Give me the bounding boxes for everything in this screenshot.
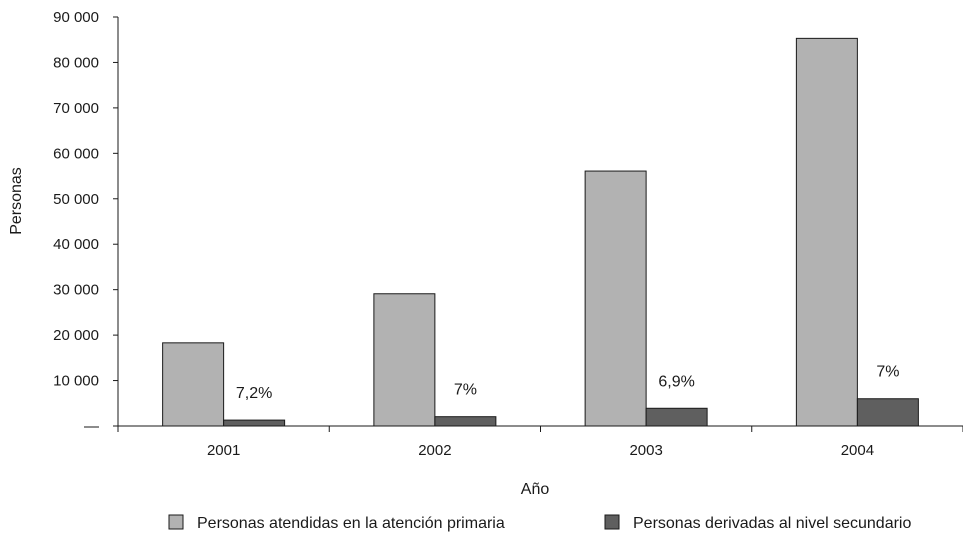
y-tick-label: 90 000 [53,9,99,26]
bar-primary [162,342,225,427]
legend: Personas atendidas en la atención primar… [168,514,911,532]
y-tick-label: 10 000 [53,373,99,390]
legend-item-primary: Personas atendidas en la atención primar… [168,514,505,532]
percent-label: 7% [454,382,477,399]
y-tick-label: 70 000 [53,100,99,117]
legend-label-secondary: Personas derivadas al nivel secundario [633,515,911,532]
y-ticks: — 10 000 20 000 30 000 40 000 50 000 60 000 70 … [53,9,118,435]
y-tick-label: 80 000 [53,54,99,71]
y-tick-label: — [84,418,99,435]
legend-swatch-primary [168,514,184,530]
bar-secondary [645,407,708,427]
x-ticks: 2001 2002 2003 2004 [117,426,963,459]
percent-label: 7% [876,364,899,381]
bar-primary [795,37,858,427]
bar-primary [584,170,647,427]
percent-labels: 7,2% 7% 6,9% 7% [236,364,900,402]
legend-swatch-secondary [604,514,620,530]
bar-secondary [434,416,497,427]
bar-primary [373,293,436,427]
y-tick-label: 20 000 [53,327,99,344]
percent-label: 7,2% [236,385,272,402]
percent-label: 6,9% [658,373,694,390]
x-tick-label: 2003 [629,442,662,459]
y-tick-label: 40 000 [53,236,99,253]
bar-secondary [223,419,286,427]
bar-secondary [856,398,919,427]
x-axis: 2001 2002 2003 2004 [117,425,963,459]
x-axis-title: Año [521,481,550,498]
y-axis: — 10 000 20 000 30 000 40 000 50 000 60 000 70 … [53,9,119,435]
y-tick-label: 60 000 [53,145,99,162]
x-tick-label: 2001 [207,442,240,459]
y-axis-title: Personas [8,167,25,235]
y-tick-label: 30 000 [53,282,99,299]
x-tick-label: 2002 [418,442,451,459]
bars [162,37,919,427]
legend-label-primary: Personas atendidas en la atención primar… [197,515,505,532]
legend-item-secondary: Personas derivadas al nivel secundario [604,514,911,532]
y-tick-label: 50 000 [53,191,99,208]
x-tick-label: 2004 [841,442,874,459]
